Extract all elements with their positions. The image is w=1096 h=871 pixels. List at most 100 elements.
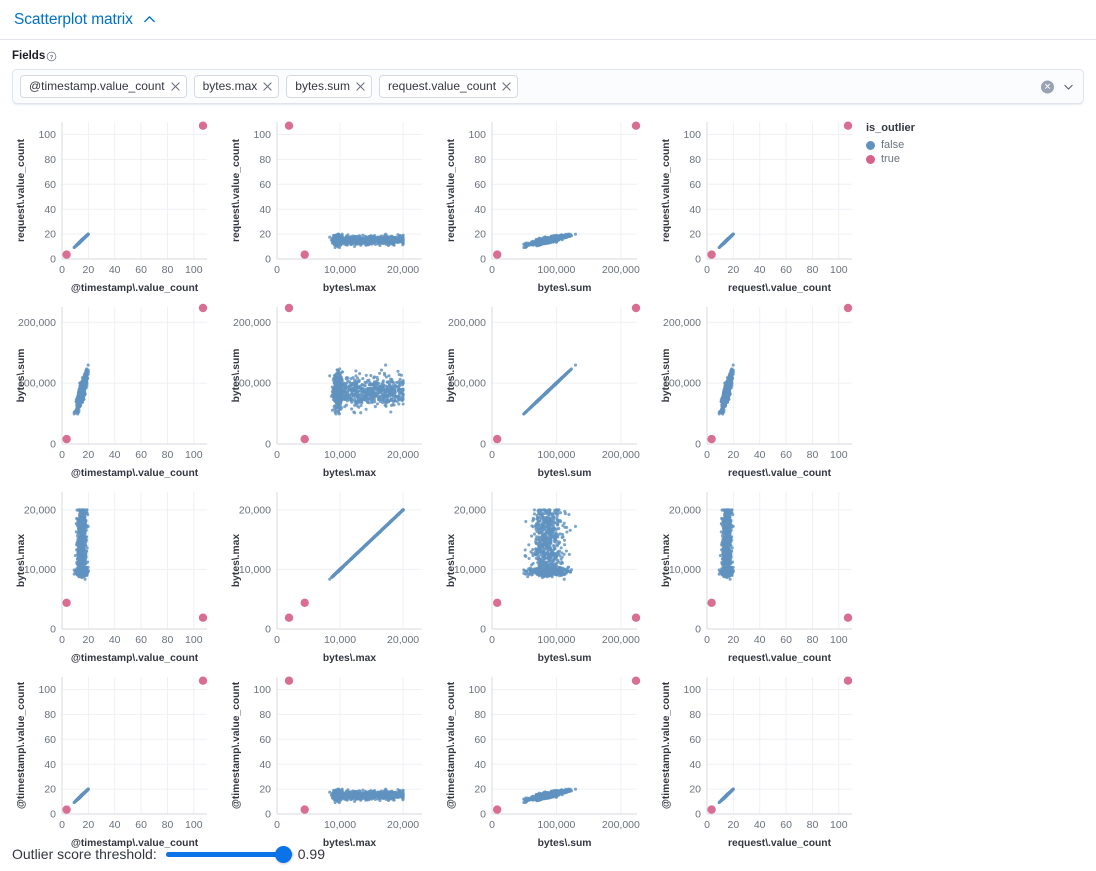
svg-text:request\.value_count: request\.value_count	[231, 138, 242, 242]
scatter-plot-svg: 0 20 40 60 80 1000100,000200,000@timestamp\.v…	[16, 303, 208, 479]
scatter-plot-svg: 0 10,000 20,000010,00020,000bytes\.maxbyte…	[231, 492, 422, 664]
scatter-cell[interactable]: 0 20 40 60 80 100 0 100,000 200,000 request\.valu…	[645, 297, 860, 482]
clear-all-icon[interactable]: ✕	[1041, 80, 1054, 93]
scatter-cell[interactable]: 0 20 40 60 80 100 0 10,000 20,000 request\.value_…	[645, 482, 860, 667]
svg-text:20: 20	[728, 264, 740, 276]
chevron-up-icon[interactable]	[142, 12, 157, 27]
question-mark-icon[interactable]: ?	[46, 51, 57, 62]
outlier-threshold-control: Outlier score threshold: 0.99	[12, 845, 325, 863]
svg-text:60: 60	[44, 179, 56, 191]
scatter-plot-svg: 0 10,000 20,0000100,000200,000bytes\.maxby…	[231, 303, 422, 479]
page-title[interactable]: Scatterplot matrix	[14, 10, 133, 28]
svg-text:bytes\.sum: bytes\.sum	[538, 283, 592, 294]
legend-item-true[interactable]: true	[866, 153, 915, 165]
outlier-threshold-value: 0.99	[297, 846, 325, 862]
svg-text:20: 20	[44, 229, 56, 241]
close-icon[interactable]	[263, 81, 272, 91]
scatter-plot-svg: 0 20 40 60 80 1000100,000200,000request\.valu…	[661, 303, 853, 479]
svg-text:40: 40	[474, 204, 486, 216]
svg-text:40: 40	[754, 264, 766, 276]
slider-thumb[interactable]	[275, 845, 293, 863]
legend-swatch-false	[866, 140, 875, 150]
svg-text:request\.value_count: request\.value_count	[728, 283, 832, 294]
svg-text:80: 80	[689, 154, 701, 166]
outlier-threshold-slider[interactable]	[165, 845, 294, 863]
svg-text:20: 20	[474, 229, 486, 241]
svg-text:60: 60	[689, 179, 701, 191]
svg-text:20: 20	[83, 264, 95, 276]
close-icon[interactable]	[356, 81, 365, 91]
legend-item-false[interactable]: false	[866, 139, 915, 151]
svg-text:20: 20	[259, 229, 271, 241]
close-icon[interactable]	[170, 81, 180, 91]
svg-text:100: 100	[253, 129, 271, 141]
svg-text:10,000: 10,000	[324, 264, 356, 276]
scatter-cell[interactable]: 0 20 40 60 80 100 0 20 40 60 80 100 request\.value_c…	[645, 112, 860, 297]
svg-text:60: 60	[474, 179, 486, 191]
scatter-plot-svg: 0 100,000 200,000 0 20 40 60 80 100 bytes\.sum req…	[446, 121, 641, 294]
fields-block: Fields ? @timestamp.value_count bytes.ma…	[0, 40, 1096, 104]
svg-text:100: 100	[468, 129, 486, 141]
panel-header: Scatterplot matrix	[0, 0, 1096, 40]
field-pill[interactable]: @timestamp.value_count	[20, 75, 187, 98]
scatter-plot-svg: 0 20 40 60 80 100010,00020,000@timestamp\.val…	[16, 492, 208, 664]
svg-text:40: 40	[44, 204, 56, 216]
scatter-plot-svg: 0 100,000 200,000010,00020,000bytes\.sumby…	[446, 492, 641, 664]
svg-text:?: ?	[50, 54, 54, 60]
svg-text:40: 40	[259, 204, 271, 216]
svg-text:80: 80	[44, 154, 56, 166]
svg-text:80: 80	[259, 154, 271, 166]
svg-text:20: 20	[689, 229, 701, 241]
svg-text:60: 60	[259, 179, 271, 191]
scatter-plot-svg: 0 20 40 60 80 100020406080100request\.value_c…	[661, 676, 853, 849]
field-pill-label: bytes.sum	[295, 79, 350, 93]
scatter-cell[interactable]: 0 10,000 20,000 0 20 40 60 80 100 bytes\.max @time…	[215, 667, 430, 852]
combo-actions: ✕	[1041, 80, 1075, 93]
scatter-cell[interactable]: 0 20 40 60 80 100 0 20 40 60 80 100 @timestamp\.valu…	[0, 667, 215, 852]
svg-text:0: 0	[704, 264, 710, 276]
svg-text:60: 60	[780, 264, 792, 276]
svg-text:40: 40	[109, 264, 121, 276]
legend-label-true: true	[881, 153, 900, 165]
fields-label: Fields	[12, 50, 46, 62]
scatter-cell[interactable]: 0 20 40 60 80 100 0 100,000 200,000 @timestamp\.v…	[0, 297, 215, 482]
svg-text:60: 60	[135, 264, 147, 276]
scatter-cell[interactable]: 0 10,000 20,000 0 20 40 60 80 100 bytes\.max reque…	[215, 112, 430, 297]
scatter-cell[interactable]: 0 100,000 200,000 0 20 40 60 80 100 bytes\.sum @ti…	[430, 667, 645, 852]
field-pill[interactable]: bytes.max	[193, 75, 280, 98]
scatter-plot-svg: 0 10,000 20,000020406080100bytes\.max@time…	[231, 676, 422, 849]
scatter-cell[interactable]: 0 20 40 60 80 100 0 10,000 20,000 @timestamp\.val…	[0, 482, 215, 667]
field-pill-label: @timestamp.value_count	[29, 79, 165, 93]
field-pill-label: request.value_count	[387, 79, 497, 93]
scatter-plot-svg: 0 20 40 60 80 100020406080100@timestamp\.valu…	[16, 121, 208, 294]
svg-text:0: 0	[265, 254, 271, 266]
scatter-cell[interactable]: 0 100,000 200,000 0 100,000 200,000 bytes\.sum…	[430, 297, 645, 482]
scatter-cell[interactable]: 0 100,000 200,000 0 10,000 20,000 bytes\.sum by…	[430, 482, 645, 667]
svg-text:bytes\.max: bytes\.max	[323, 283, 377, 294]
svg-text:0: 0	[695, 254, 701, 266]
fields-combo-box[interactable]: @timestamp.value_count bytes.max bytes.s…	[12, 69, 1084, 104]
svg-text:40: 40	[689, 204, 701, 216]
scatter-plot-svg: 0 10,000 20,000 0 20 40 60 80 100 bytes\.max reque…	[231, 121, 422, 294]
svg-text:20,000: 20,000	[387, 264, 419, 276]
svg-text:200,000: 200,000	[602, 264, 640, 276]
scatter-cell[interactable]: 0 100,000 200,000 0 20 40 60 80 100 bytes\.sum req…	[430, 112, 645, 297]
legend-label-false: false	[881, 139, 905, 151]
fields-label-row: Fields ?	[12, 50, 1084, 62]
scatter-plot-svg: 0 20 40 60 80 100020406080100@timestamp\.valu…	[16, 676, 208, 849]
svg-text:100: 100	[683, 129, 701, 141]
field-pill[interactable]: request.value_count	[378, 75, 519, 98]
svg-text:request\.value_count: request\.value_count	[661, 138, 672, 242]
field-pill[interactable]: bytes.sum	[286, 75, 372, 98]
chevron-down-icon[interactable]	[1062, 80, 1075, 93]
scatter-cell[interactable]: 0 20 40 60 80 100 0 20 40 60 80 100 @timestamp\.valu…	[0, 112, 215, 297]
svg-text:0: 0	[489, 264, 495, 276]
close-icon[interactable]	[502, 81, 511, 91]
scatter-cell[interactable]: 0 10,000 20,000 0 10,000 20,000 bytes\.max byte…	[215, 482, 430, 667]
svg-text:80: 80	[162, 264, 174, 276]
field-pill-label: bytes.max	[202, 79, 258, 93]
scatter-cell[interactable]: 0 20 40 60 80 100 0 20 40 60 80 100 request\.value_c…	[645, 667, 860, 852]
scatter-cell[interactable]: 0 10,000 20,000 0 100,000 200,000 bytes\.max by…	[215, 297, 430, 482]
svg-text:80: 80	[474, 154, 486, 166]
